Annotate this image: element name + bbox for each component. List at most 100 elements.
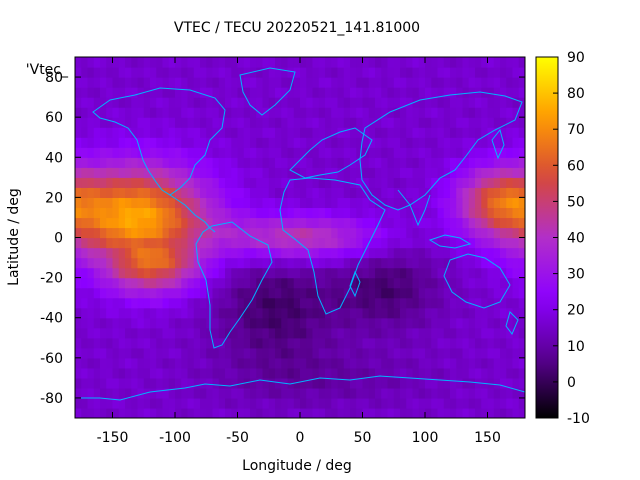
heatmap-cell	[181, 387, 189, 399]
heatmap-cell	[375, 147, 382, 158]
heatmap-cell	[487, 67, 495, 78]
heatmap-cell	[162, 197, 170, 209]
heatmap-cell	[112, 367, 120, 379]
heatmap-cell	[443, 387, 451, 399]
heatmap-cell	[381, 127, 389, 138]
y-tick-label: -20	[40, 271, 63, 287]
heatmap-cell	[118, 147, 126, 158]
heatmap-cell	[425, 317, 432, 329]
heatmap-cell	[250, 257, 257, 269]
india-outline	[397, 189, 431, 227]
heatmap-cell	[437, 407, 445, 418]
heatmap-cell	[256, 367, 264, 379]
heatmap-cell	[462, 277, 470, 289]
heatmap-cell	[193, 67, 201, 78]
heatmap-cell	[275, 267, 282, 279]
heatmap-cell	[75, 77, 82, 88]
heatmap-cell	[450, 147, 457, 158]
heatmap-cell	[106, 347, 114, 359]
heatmap-cell	[343, 377, 351, 389]
heatmap-cell	[106, 177, 114, 188]
heatmap-cell	[350, 397, 357, 409]
heatmap-cell	[443, 307, 451, 319]
heatmap-cell	[237, 137, 245, 148]
heatmap-cell	[381, 257, 389, 269]
heatmap-cell	[193, 407, 201, 418]
heatmap-cell	[468, 127, 476, 138]
heatmap-cell	[131, 97, 139, 108]
heatmap-cell	[218, 107, 226, 118]
heatmap-cell	[487, 317, 495, 329]
heatmap-cell	[343, 147, 351, 158]
heatmap-cell	[518, 237, 525, 249]
heatmap-cell	[362, 127, 370, 138]
heatmap-cell	[362, 157, 370, 168]
heatmap-cell	[450, 177, 457, 188]
heatmap-cell	[400, 247, 407, 259]
heatmap-cell	[168, 257, 176, 269]
heatmap-cell	[81, 77, 89, 88]
heatmap-cell	[287, 387, 295, 399]
heatmap-cell	[225, 227, 232, 239]
heatmap-cell	[368, 217, 376, 229]
heatmap-cell	[143, 97, 151, 108]
heatmap-cell	[512, 367, 520, 379]
heatmap-cell	[306, 297, 314, 309]
heatmap-cell	[387, 187, 395, 198]
heatmap-cell	[325, 77, 332, 88]
heatmap-cell	[412, 387, 420, 399]
heatmap-cell	[425, 157, 432, 168]
heatmap-cell	[375, 137, 382, 148]
heatmap-cell	[87, 297, 95, 309]
heatmap-cell	[456, 297, 464, 309]
heatmap-cell	[231, 307, 239, 319]
heatmap-cell	[106, 327, 114, 339]
heatmap-cell	[475, 107, 482, 118]
heatmap-cell	[112, 387, 120, 399]
heatmap-cell	[156, 67, 164, 78]
heatmap-cell	[356, 267, 364, 279]
heatmap-cell	[468, 297, 476, 309]
heatmap-cell	[431, 267, 439, 279]
heatmap-cell	[162, 347, 170, 359]
heatmap-cell	[87, 277, 95, 289]
heatmap-cell	[275, 357, 282, 369]
heatmap-cell	[312, 127, 320, 138]
heatmap-cell	[175, 167, 182, 178]
heatmap-cell	[406, 197, 414, 209]
heatmap-cell	[143, 397, 151, 409]
heatmap-cell	[275, 67, 282, 78]
heatmap-cell	[143, 177, 151, 188]
heatmap-cell	[493, 137, 501, 148]
heatmap-cell	[512, 267, 520, 279]
heatmap-cell	[462, 407, 470, 418]
heatmap-cell	[243, 347, 251, 359]
heatmap-cell	[212, 347, 220, 359]
heatmap-cell	[362, 107, 370, 118]
heatmap-cell	[387, 287, 395, 299]
heatmap-cell	[118, 77, 126, 88]
heatmap-cell	[193, 167, 201, 178]
heatmap-cell	[287, 127, 295, 138]
heatmap-cell	[362, 267, 370, 279]
heatmap-cell	[350, 347, 357, 359]
heatmap-cell	[131, 57, 139, 68]
heatmap-cell	[412, 107, 420, 118]
heatmap-cell	[287, 297, 295, 309]
heatmap-cell	[87, 97, 95, 108]
heatmap-cell	[75, 147, 82, 158]
heatmap-cell	[425, 397, 432, 409]
heatmap-cell	[262, 97, 270, 108]
heatmap-cell	[256, 207, 264, 219]
heatmap-cell	[418, 407, 426, 418]
x-tick-label: -50	[226, 430, 249, 446]
heatmap-cell	[393, 127, 401, 138]
heatmap-cell	[300, 67, 307, 78]
heatmap-cell	[118, 107, 126, 118]
heatmap-cell	[143, 67, 151, 78]
heatmap-cell	[250, 167, 257, 178]
heatmap-cell	[200, 187, 207, 198]
heatmap-cell	[393, 347, 401, 359]
heatmap-cell	[81, 107, 89, 118]
heatmap-cell	[125, 127, 132, 138]
